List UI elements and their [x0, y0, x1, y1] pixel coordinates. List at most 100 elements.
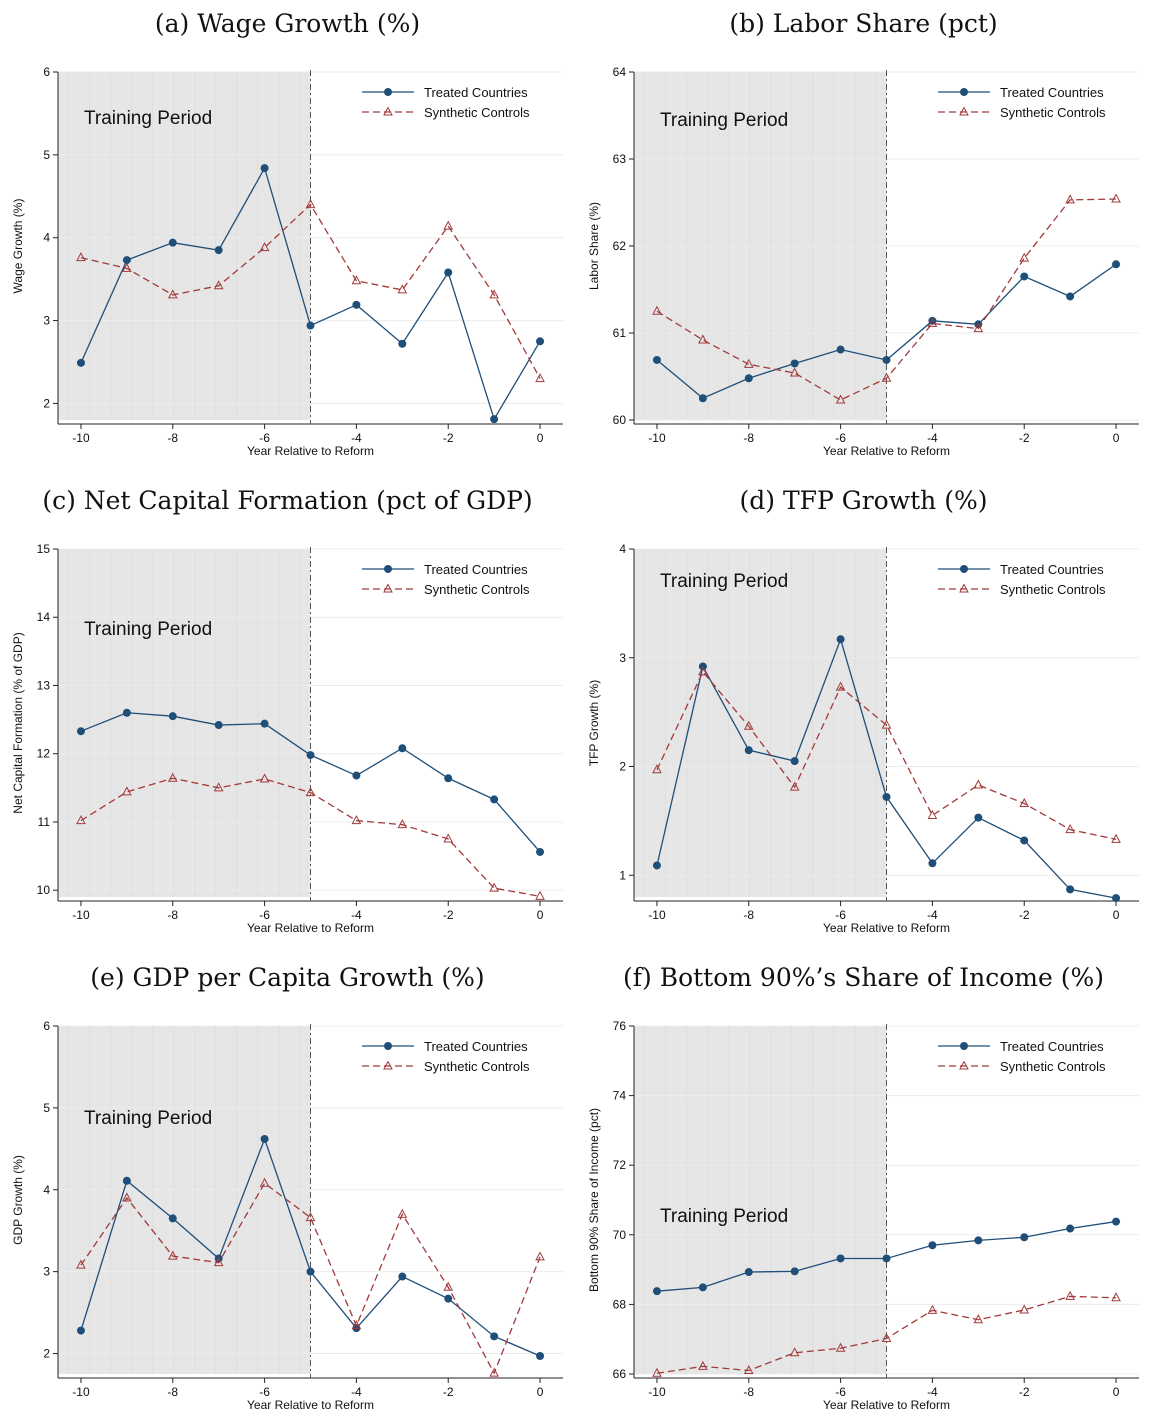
- treated-point: [790, 757, 799, 766]
- y-tick-label: 14: [37, 610, 51, 624]
- legend-synthetic-marker: [383, 106, 393, 116]
- treated-point: [974, 1236, 983, 1245]
- y-axis-label: Labor Share (%): [587, 202, 601, 290]
- panel-title: (b) Labor Share (pct): [729, 9, 997, 38]
- x-tick-label: -8: [167, 431, 178, 445]
- synthetic-point: [789, 781, 800, 791]
- treated-point: [260, 164, 269, 173]
- legend-synthetic-marker: [383, 583, 393, 593]
- synthetic-series-line: [80, 203, 541, 379]
- treated-point: [1020, 836, 1029, 845]
- treated-point: [444, 268, 453, 277]
- treated-point: [76, 1326, 85, 1335]
- treated-point: [76, 727, 85, 736]
- x-tick-label: -6: [259, 431, 270, 445]
- y-tick-label: 15: [37, 542, 51, 556]
- treated-point: [652, 861, 661, 870]
- synthetic-point: [743, 358, 754, 368]
- panel-net-capital-formation: (c) Net Capital Formation (pct of GDP) 10…: [0, 477, 575, 950]
- x-tick-label: -2: [1019, 1385, 1030, 1399]
- synthetic-point: [1111, 833, 1121, 843]
- treated-point: [536, 847, 545, 856]
- synthetic-point: [881, 719, 892, 729]
- training-period-shade: [58, 1026, 311, 1374]
- training-period-label: Training Period: [660, 110, 788, 131]
- legend-synthetic-marker: [959, 1060, 969, 1070]
- synthetic-point: [167, 1250, 178, 1260]
- treated-point: [306, 751, 315, 760]
- treated-point: [398, 744, 407, 753]
- treated-point: [836, 635, 845, 644]
- synthetic-point: [397, 1208, 408, 1218]
- legend-synthetic-marker: [959, 583, 969, 593]
- treated-point: [444, 1294, 453, 1303]
- synthetic-point: [535, 373, 545, 383]
- chart-svg: (e) GDP per Capita Growth (%) 2 3 4 5 6 -10 -8 -…: [11, 963, 563, 1412]
- panel-title: (d) TFP Growth (%): [740, 486, 988, 515]
- x-tick-label: -4: [927, 431, 938, 445]
- x-axis-label: Year Relative to Reform: [247, 921, 374, 935]
- y-tick-label: 13: [37, 678, 51, 692]
- treated-point: [1066, 885, 1075, 894]
- synthetic-point: [76, 252, 86, 262]
- y-tick-label: 70: [613, 1228, 627, 1242]
- legend-synthetic-label: Synthetic Controls: [424, 582, 530, 597]
- treated-point: [882, 1254, 891, 1263]
- synthetic-series-line: [656, 670, 1117, 840]
- training-period-shade: [58, 549, 311, 897]
- training-period-shade: [634, 1026, 887, 1374]
- y-tick-label: 6: [43, 1019, 50, 1033]
- treated-point: [122, 708, 131, 717]
- treated-point: [444, 774, 453, 783]
- synthetic-series-line: [656, 198, 1117, 401]
- treated-point: [536, 337, 545, 346]
- x-tick-label: -8: [167, 908, 178, 922]
- legend-synthetic-marker: [383, 1060, 393, 1070]
- y-tick-label: 3: [43, 1265, 50, 1279]
- synthetic-point: [1065, 1290, 1075, 1300]
- synthetic-point: [397, 819, 408, 829]
- treated-point: [1020, 1233, 1029, 1242]
- y-tick-label: 68: [613, 1297, 627, 1311]
- legend-synthetic-label: Synthetic Controls: [424, 105, 530, 120]
- y-tick-label: 10: [37, 883, 51, 897]
- treated-point: [76, 358, 85, 367]
- legend-synthetic-label: Synthetic Controls: [1000, 582, 1106, 597]
- synthetic-point: [698, 1360, 708, 1370]
- synthetic-series-line: [80, 1182, 541, 1375]
- synthetic-point: [1019, 252, 1030, 262]
- x-tick-label: 0: [537, 1385, 544, 1399]
- synthetic-point: [652, 305, 662, 315]
- synthetic-point: [881, 1332, 892, 1343]
- training-period-shade: [58, 72, 311, 420]
- synthetic-point: [489, 882, 499, 892]
- x-tick-label: -4: [351, 1385, 362, 1399]
- legend-treated-label: Treated Countries: [1000, 85, 1104, 100]
- synthetic-point: [443, 833, 454, 843]
- x-tick-label: 0: [537, 431, 544, 445]
- y-tick-label: 12: [37, 747, 51, 761]
- treated-point: [790, 359, 799, 368]
- synthetic-point: [973, 1314, 984, 1324]
- synthetic-point: [743, 1364, 754, 1375]
- y-tick-label: 63: [613, 152, 627, 166]
- y-axis-label: Net Capital Formation (% of GDP): [11, 632, 25, 813]
- treated-point: [398, 339, 407, 348]
- treated-point: [744, 1268, 753, 1277]
- y-tick-label: 60: [613, 413, 627, 427]
- synthetic-point: [535, 1251, 545, 1261]
- treated-point: [928, 1241, 937, 1250]
- treated-point: [122, 256, 131, 265]
- synthetic-point: [351, 1320, 362, 1330]
- chart-svg: (f) Bottom 90%’s Share of Income (%) 66 68…: [587, 963, 1139, 1412]
- x-tick-label: 0: [1113, 1385, 1120, 1399]
- x-tick-label: -2: [1019, 908, 1030, 922]
- y-tick-label: 3: [43, 314, 50, 328]
- y-tick-label: 66: [613, 1367, 627, 1381]
- x-tick-label: -6: [259, 1385, 270, 1399]
- treated-point: [122, 1176, 131, 1185]
- training-period-label: Training Period: [84, 1108, 212, 1129]
- synthetic-point: [835, 1342, 846, 1352]
- training-period-label: Training Period: [84, 108, 212, 129]
- x-tick-label: -8: [743, 908, 754, 922]
